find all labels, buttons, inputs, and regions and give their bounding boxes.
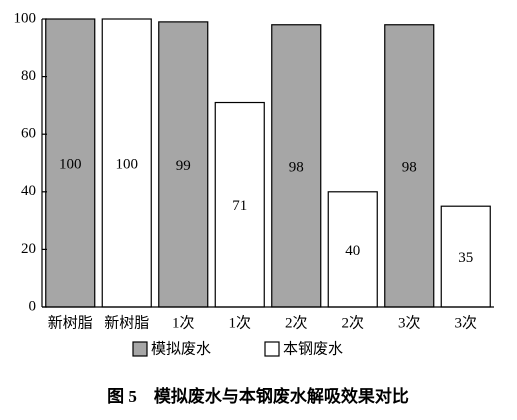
bar: [271, 24, 322, 308]
data-label: 98: [289, 159, 304, 175]
data-label: 40: [345, 243, 360, 259]
y-tick-label: 100: [14, 10, 37, 26]
y-tick-label: 80: [21, 68, 36, 84]
bar: [440, 205, 491, 308]
x-tick-label: 新树脂: [104, 314, 149, 331]
bar: [214, 101, 265, 308]
x-tick-label: 2次: [285, 314, 308, 331]
data-label: 35: [458, 250, 473, 266]
x-tick-label: 3次: [454, 314, 477, 331]
bar: [158, 21, 209, 308]
legend-label: 模拟废水: [151, 340, 211, 357]
y-tick-label: 0: [29, 298, 37, 314]
x-tick-label: 新树脂: [48, 314, 93, 331]
legend-swatch: [264, 341, 280, 357]
data-label: 99: [176, 158, 191, 174]
x-tick-label: 3次: [398, 314, 421, 331]
y-tick-label: 20: [21, 241, 36, 257]
x-tick-label: 1次: [172, 314, 195, 331]
data-label: 98: [402, 159, 417, 175]
bar: [384, 24, 435, 308]
x-tick-label: 1次: [228, 314, 251, 331]
chart-caption: 图 5 模拟废水与本钢废水解吸效果对比: [107, 386, 409, 406]
y-tick-label: 60: [21, 126, 36, 142]
y-tick-label: 40: [21, 183, 36, 199]
data-label: 71: [232, 198, 247, 214]
legend-swatch: [132, 341, 148, 357]
data-label: 100: [116, 156, 139, 172]
bar: [45, 18, 96, 308]
x-tick-label: 2次: [341, 314, 364, 331]
data-label: 100: [59, 156, 82, 172]
legend-label: 本钢废水: [283, 340, 343, 357]
